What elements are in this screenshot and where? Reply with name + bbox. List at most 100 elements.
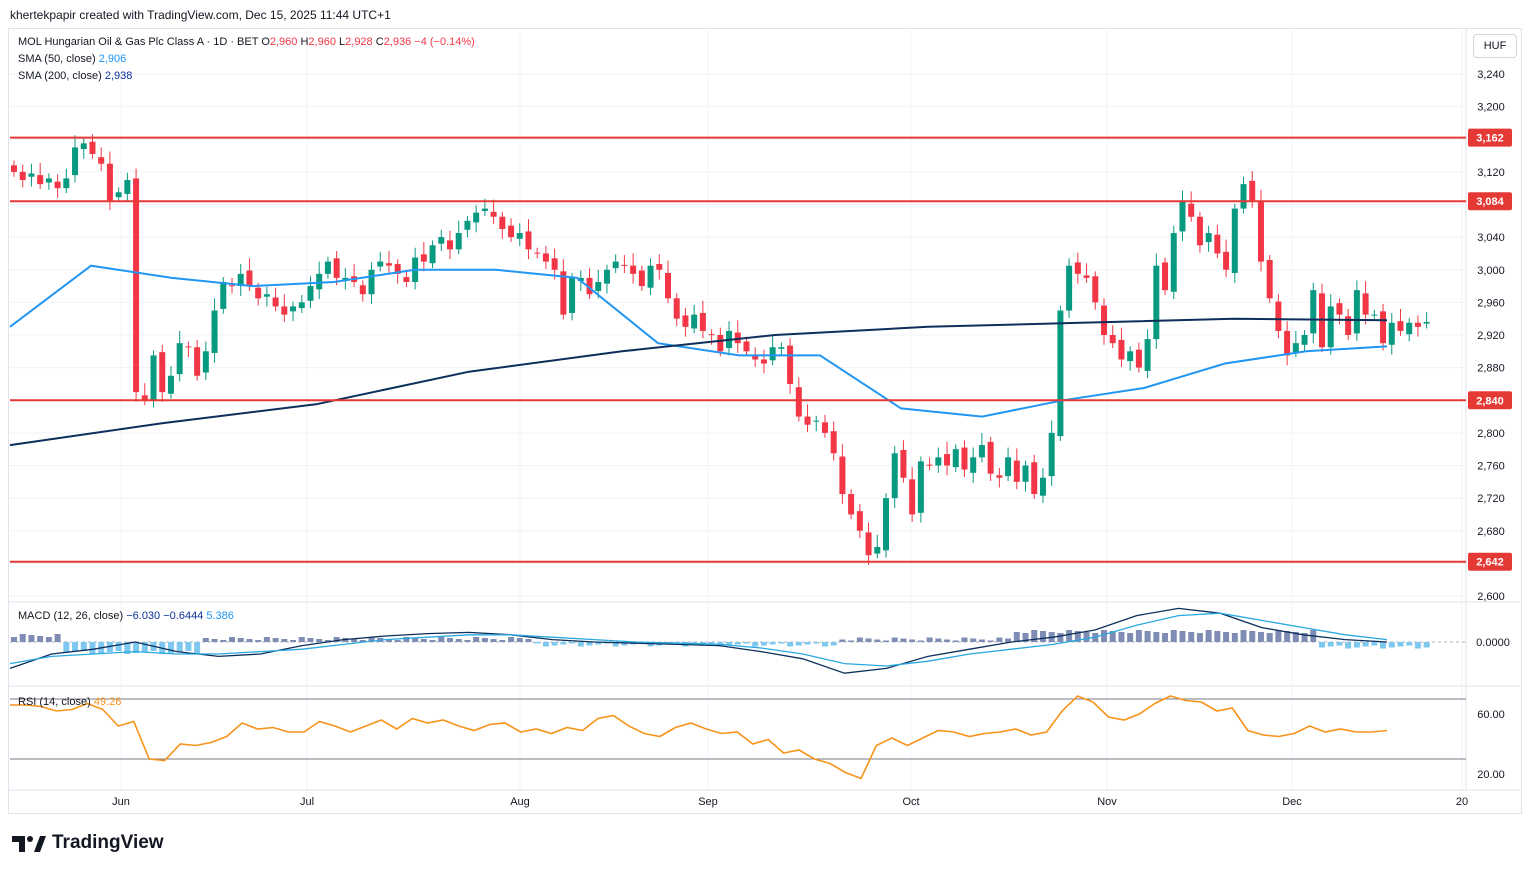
macd-hist-bar bbox=[211, 639, 218, 642]
candle-up bbox=[1423, 312, 1430, 329]
candle-up bbox=[1240, 176, 1247, 214]
candle-body bbox=[473, 212, 480, 223]
candle-down bbox=[534, 247, 541, 259]
candle-body bbox=[141, 395, 148, 401]
level-price-label: 2,840 bbox=[1476, 395, 1504, 407]
macd-hist-bar bbox=[1144, 631, 1151, 642]
candle-up bbox=[813, 415, 820, 432]
candle-up bbox=[72, 135, 79, 183]
candle-down bbox=[638, 265, 645, 291]
macd-hist-bar bbox=[1240, 630, 1247, 642]
candle-body bbox=[28, 173, 35, 177]
macd-hist-bar bbox=[743, 642, 750, 644]
candle-down bbox=[717, 327, 724, 357]
candle-up bbox=[603, 264, 610, 294]
candle-body bbox=[935, 457, 942, 466]
candle-body bbox=[734, 332, 741, 344]
macd-hist-bar bbox=[394, 640, 401, 642]
candle-body bbox=[804, 416, 811, 425]
x-tick-label: Dec bbox=[1282, 796, 1302, 808]
candle-body bbox=[202, 351, 209, 373]
candle-down bbox=[525, 219, 532, 260]
tradingview-logo[interactable]: TradingView bbox=[12, 832, 164, 854]
chart-credit: khertekpapir created with TradingView.co… bbox=[10, 8, 391, 22]
macd-hist-bar bbox=[726, 642, 733, 646]
macd-hist-value: 5.386 bbox=[206, 610, 234, 622]
candle-down bbox=[272, 287, 279, 312]
candle-body bbox=[194, 347, 201, 376]
macd-hist-bar bbox=[900, 638, 907, 642]
candle-body bbox=[577, 277, 584, 282]
candle-down bbox=[385, 250, 392, 274]
candle-body bbox=[1013, 460, 1020, 482]
candle-down bbox=[490, 199, 497, 225]
macd-hist-bar bbox=[28, 635, 35, 642]
macd-hist-bar bbox=[490, 639, 497, 642]
high-label: H bbox=[300, 36, 309, 48]
macd-hist-bar bbox=[708, 642, 715, 644]
candle-body bbox=[1109, 335, 1116, 344]
chart-frame[interactable] bbox=[8, 28, 1522, 814]
macd-hist-bar bbox=[961, 637, 968, 642]
macd-hist-bar bbox=[778, 642, 785, 644]
candle-body bbox=[1223, 251, 1230, 270]
macd-hist-bar bbox=[1406, 642, 1413, 646]
candle-up bbox=[263, 286, 270, 307]
x-tick-label: Aug bbox=[510, 796, 530, 808]
candle-down bbox=[508, 218, 515, 243]
candle-down bbox=[542, 246, 549, 269]
candle-body bbox=[342, 277, 349, 280]
candle-down bbox=[944, 441, 951, 476]
candle-body bbox=[612, 261, 619, 269]
candle-up bbox=[516, 223, 523, 247]
candle-down bbox=[1266, 255, 1273, 304]
candle-down bbox=[499, 211, 506, 239]
candle-down bbox=[141, 383, 148, 406]
open-value: 2,960 bbox=[269, 36, 298, 48]
candle-up bbox=[115, 187, 122, 203]
candle-body bbox=[1205, 233, 1212, 243]
candle-up bbox=[167, 365, 174, 399]
candle-down bbox=[900, 440, 907, 483]
candle-down bbox=[1397, 308, 1404, 336]
candle-body bbox=[1284, 330, 1291, 356]
candle-body bbox=[516, 233, 523, 239]
candle-down bbox=[752, 347, 759, 367]
candle-body bbox=[394, 264, 401, 274]
candle-up bbox=[691, 304, 698, 334]
currency-button[interactable]: HUF bbox=[1473, 34, 1517, 58]
macd-hist-bar bbox=[272, 638, 279, 642]
macd-hist-bar bbox=[1414, 642, 1421, 649]
candle-up bbox=[1327, 294, 1334, 355]
macd-hist-bar bbox=[133, 642, 140, 653]
close-label: C bbox=[375, 36, 384, 48]
candle-body bbox=[438, 237, 445, 244]
candle-body bbox=[909, 479, 916, 515]
macd-hist-bar bbox=[72, 642, 79, 652]
candle-body bbox=[159, 352, 166, 393]
y-tick-label: 2,920 bbox=[1477, 330, 1505, 342]
candle-up bbox=[28, 163, 35, 187]
candle-down bbox=[665, 260, 671, 304]
candle-body bbox=[970, 457, 977, 473]
candle-down bbox=[621, 255, 628, 274]
candle-body bbox=[115, 192, 122, 198]
candle-body bbox=[551, 258, 558, 270]
tradingview-logo-icon bbox=[12, 836, 46, 852]
macd-signal-line bbox=[9, 612, 1388, 667]
candle-up bbox=[1371, 309, 1378, 320]
candle-down bbox=[333, 250, 340, 286]
macd-hist-bar bbox=[63, 642, 70, 653]
candle-body bbox=[45, 178, 52, 183]
candle-down bbox=[1162, 257, 1169, 296]
candle-body bbox=[63, 178, 70, 189]
candle-body bbox=[1153, 265, 1160, 340]
macd-legend: MACD (12, 26, close) −6.030 −0.6444 5.38… bbox=[18, 610, 234, 622]
candle-up bbox=[978, 432, 985, 463]
candle-up bbox=[298, 295, 305, 313]
macd-hist-bar bbox=[848, 640, 855, 642]
rsi-tick-label: 60.00 bbox=[1477, 709, 1505, 721]
candle-body bbox=[1074, 262, 1081, 274]
candle-body bbox=[787, 345, 794, 384]
